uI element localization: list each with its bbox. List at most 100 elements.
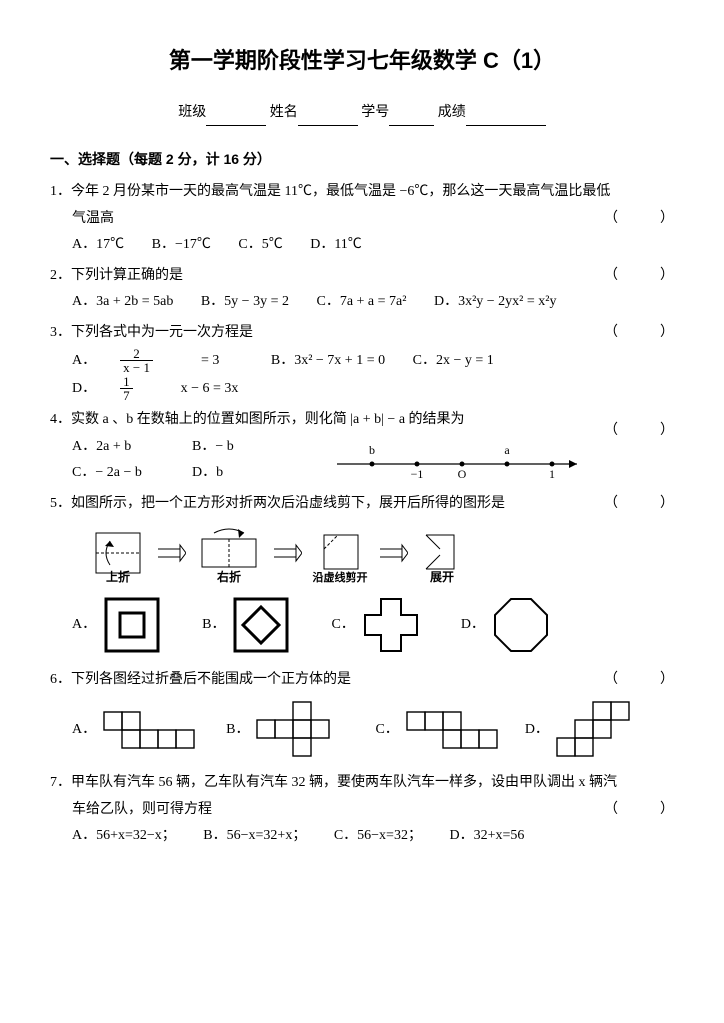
answer-blank[interactable]: （ ） [604, 206, 674, 233]
shape-square-hole-icon [100, 593, 164, 657]
q7-opt-c[interactable]: C．56−x=32； [334, 823, 422, 850]
blank-name[interactable] [298, 111, 358, 126]
cube-net-c-icon [403, 708, 499, 752]
answer-blank[interactable]: （ ） [604, 418, 674, 445]
opt-label: D． [461, 612, 485, 639]
unfold-icon: 展开 [418, 523, 468, 583]
cube-net-b-icon [253, 700, 349, 760]
answer-blank[interactable]: （ ） [604, 491, 674, 518]
answer-blank[interactable]: （ ） [604, 320, 674, 347]
q6-opt-b[interactable]: B． [226, 700, 349, 760]
svg-text:a: a [504, 443, 510, 457]
q4-stem: 4．实数 a 、b 在数轴上的位置如图所示，则化简 |a + b| − a 的结… [50, 407, 674, 434]
label-score: 成绩 [438, 105, 466, 120]
shape-diamond-hole-icon [229, 593, 293, 657]
blank-class[interactable] [206, 111, 266, 126]
q2-opt-b[interactable]: B．5y − 3y = 2 [201, 289, 289, 316]
opt-label: C． [375, 717, 398, 744]
q3-opt-d[interactable]: D．17 x − 6 = 3x [72, 375, 262, 403]
question-5: 5．如图所示，把一个正方形对折两次后沿虚线剪下，展开后所得的图形是（ ） 上折 … [50, 491, 674, 658]
q6-opt-a[interactable]: A． [72, 708, 200, 752]
q2-opt-a[interactable]: A．3a + 2b = 5ab [72, 289, 173, 316]
opt-label: C． [331, 612, 354, 639]
q4-opt-b[interactable]: B．− b [192, 439, 234, 454]
q1-stem: 1．今年 2 月份某市一天的最高气温是 11℃，最低气温是 −6℃，那么这一天最… [50, 179, 674, 206]
number-line-diagram: b a −1 O 1 [332, 438, 592, 482]
frac-d: 7 [120, 389, 133, 403]
svg-text:上折: 上折 [106, 569, 130, 583]
opt-label: A． [72, 612, 96, 639]
fold-right-icon: 右折 [196, 523, 262, 583]
page-title: 第一学期阶段性学习七年级数学 C（1） [50, 40, 674, 82]
q5-stem: 5．如图所示，把一个正方形对折两次后沿虚线剪下，展开后所得的图形是 [50, 491, 604, 518]
blank-score[interactable] [466, 111, 546, 126]
cube-net-d-icon [553, 700, 635, 760]
q6-opt-c[interactable]: C． [375, 708, 498, 752]
answer-blank[interactable]: （ ） [604, 263, 674, 290]
q2-stem: 2．下列计算正确的是 [50, 263, 604, 290]
frac-d: x − 1 [120, 361, 153, 375]
q4-opt-d[interactable]: D．b [192, 465, 223, 480]
frac-n: 2 [120, 347, 153, 362]
question-7: 7．甲车队有汽车 56 辆，乙车队有汽车 32 辆，要使两车队汽车一样多，设由甲… [50, 770, 674, 850]
q3-opt-c[interactable]: C．2x − y = 1 [413, 348, 494, 375]
q1-opt-c[interactable]: C．5℃ [238, 232, 282, 259]
q3-opt-a[interactable]: A． 2x − 1 = 3 [72, 347, 243, 375]
q6-opt-d[interactable]: D． [525, 700, 635, 760]
opt-label: D． [525, 717, 549, 744]
q1-opt-a[interactable]: A．17℃ [72, 232, 124, 259]
label-name: 姓名 [270, 105, 298, 120]
q2-opt-d[interactable]: D．3x²y − 2yx² = x²y [434, 289, 557, 316]
blank-id[interactable] [389, 111, 434, 126]
svg-text:b: b [369, 443, 375, 457]
opt-label: B． [202, 612, 225, 639]
answer-blank[interactable]: （ ） [604, 797, 674, 824]
q4-opt-a[interactable]: A．2a + b [72, 434, 192, 461]
svg-text:沿虚线剪开: 沿虚线剪开 [313, 570, 368, 583]
question-4: 4．实数 a 、b 在数轴上的位置如图所示，则化简 |a + b| − a 的结… [50, 407, 674, 487]
q6-stem: 6．下列各图经过折叠后不能围成一个正方体的是 [50, 667, 604, 694]
q3-a-eq: = 3 [201, 348, 219, 375]
q3-a-pre: A． [72, 348, 96, 375]
q7-opt-a[interactable]: A．56+x=32−x； [72, 823, 176, 850]
q7-stem2: 车给乙队，则可得方程 [72, 797, 604, 824]
fraction-icon: 2x − 1 [120, 347, 177, 375]
cube-net-a-icon [100, 708, 200, 752]
fold-up-icon: 上折 [90, 523, 146, 583]
answer-blank[interactable]: （ ） [604, 667, 674, 694]
arrow-right-icon [156, 543, 186, 563]
q4-opt-c[interactable]: C．− 2a − b [72, 460, 192, 487]
q1-opt-b[interactable]: B．−17℃ [152, 232, 211, 259]
label-id: 学号 [361, 105, 389, 120]
q1-opt-d[interactable]: D．11℃ [310, 232, 362, 259]
section-1-heading: 一、选择题（每题 2 分，计 16 分） [50, 146, 674, 173]
shape-octagon-icon [489, 593, 553, 657]
svg-text:O: O [458, 467, 467, 481]
q5-fold-sequence: 上折 右折 沿虚线剪开 展开 [50, 523, 674, 583]
svg-text:−1: −1 [411, 467, 424, 481]
cut-icon: 沿虚线剪开 [312, 523, 368, 583]
question-1: 1．今年 2 月份某市一天的最高气温是 11℃，最低气温是 −6℃，那么这一天最… [50, 179, 674, 259]
fraction-icon: 17 [120, 375, 157, 403]
question-3: 3．下列各式中为一元一次方程是（ ） A．2x − 1 = 3 B．3x² − … [50, 320, 674, 403]
q7-opt-d[interactable]: D．32+x=56 [449, 823, 524, 850]
svg-text:1: 1 [549, 467, 555, 481]
svg-text:右折: 右折 [216, 569, 241, 583]
label-class: 班级 [178, 105, 206, 120]
shape-cross-icon [359, 593, 423, 657]
q5-opt-c[interactable]: C． [331, 593, 422, 657]
q5-opt-a[interactable]: A． [72, 593, 164, 657]
frac-n: 1 [120, 375, 133, 390]
arrow-right-icon [272, 543, 302, 563]
svg-text:展开: 展开 [430, 570, 454, 583]
question-6: 6．下列各图经过折叠后不能围成一个正方体的是（ ） A． B． C [50, 667, 674, 760]
info-line: 班级 姓名 学号 成绩 [50, 100, 674, 127]
question-2: 2．下列计算正确的是（ ） A．3a + 2b = 5ab B．5y − 3y … [50, 263, 674, 316]
q5-opt-b[interactable]: B． [202, 593, 293, 657]
opt-label: A． [72, 717, 96, 744]
q3-opt-b[interactable]: B．3x² − 7x + 1 = 0 [271, 348, 385, 375]
opt-label: B． [226, 717, 249, 744]
q5-opt-d[interactable]: D． [461, 593, 553, 657]
q7-opt-b[interactable]: B．56−x=32+x； [203, 823, 306, 850]
q2-opt-c[interactable]: C．7a + a = 7a² [316, 289, 406, 316]
